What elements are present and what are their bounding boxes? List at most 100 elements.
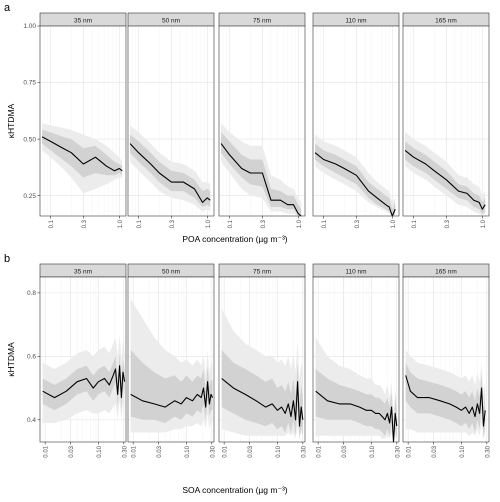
plot-border	[402, 25, 490, 217]
series-line	[130, 381, 214, 408]
plot-border	[218, 276, 306, 443]
facet: 165 nm 0.1 0.3 1.0	[402, 12, 490, 228]
x-tick-label: 0.10	[460, 445, 466, 457]
y-tick-label: 0.4	[27, 417, 36, 424]
x-tick-label: 0.01	[223, 445, 229, 457]
x-axis-title: POA concentration (µg m⁻³)	[182, 234, 287, 244]
facet-label: 75 nm	[253, 269, 271, 276]
y-axis-title: κHTDMA	[6, 103, 16, 138]
y-tick-label: 0.75	[23, 80, 36, 87]
facet: 165 nm 0.01 0.03 0.10 0.30	[402, 263, 491, 458]
x-tick-label: 0.3	[170, 219, 176, 228]
series-line	[405, 375, 486, 427]
x-tick-label: 0.30	[210, 445, 216, 457]
facet-label: 110 nm	[345, 18, 366, 25]
plot-border	[312, 25, 400, 217]
ribbon-inner	[221, 350, 303, 439]
facet: 35 nm 0.1 0.3 1.0 0.25 0.50 0.75 1.00	[23, 12, 127, 228]
y-axis-title: κHTDMA	[6, 342, 16, 377]
facet-label: 165 nm	[435, 18, 457, 25]
x-tick-label: 1.0	[118, 219, 124, 228]
x-tick-label: 0.30	[395, 445, 401, 457]
x-tick-label: 0.03	[157, 445, 163, 457]
y-tick-label: 0.50	[23, 136, 36, 143]
facet: 75 nm 0.01 0.03 0.10 0.30	[218, 263, 307, 458]
x-tick-label: 0.03	[69, 445, 75, 457]
y-tick-label: 0.25	[23, 193, 36, 200]
x-tick-label: 0.01	[44, 445, 50, 457]
x-tick-label: 0.1	[228, 219, 234, 228]
series-line	[220, 143, 302, 217]
x-tick-label: 0.03	[248, 445, 254, 457]
x-tick-label: 1.0	[481, 219, 487, 228]
x-tick-label: 0.10	[97, 445, 103, 457]
x-tick-label: 0.3	[355, 219, 361, 228]
facet-label: 50 nm	[162, 18, 180, 25]
facet: 75 nm 0.1 0.3 1.0	[218, 12, 306, 228]
plot-border	[127, 25, 215, 217]
x-tick-label: 0.3	[445, 219, 451, 228]
x-tick-label: 0.01	[132, 445, 138, 457]
plot-border	[39, 276, 127, 443]
x-tick-label: 0.01	[317, 445, 323, 457]
x-tick-label: 1.0	[297, 219, 303, 228]
x-tick-label: 1.0	[391, 219, 397, 228]
ribbon-inner	[315, 143, 396, 216]
facet-label: 165 nm	[435, 269, 457, 276]
panel-b: 35 nm 0.01 0.03 0.10 0.30 0.4 0.6 0.8 50 nm 0.01 0…	[6, 263, 491, 495]
ribbon-inner	[221, 132, 302, 216]
ribbon-inner	[42, 130, 123, 178]
x-tick-label: 0.1	[322, 219, 328, 228]
series-line	[42, 365, 126, 399]
x-tick-label: 0.30	[301, 445, 307, 457]
x-tick-label: 0.03	[342, 445, 348, 457]
x-tick-label: 0.01	[407, 445, 413, 457]
facet: 50 nm 0.01 0.03 0.10 0.30	[127, 263, 216, 458]
x-axis-title: SOA concentration (µg m⁻³)	[182, 485, 287, 495]
x-tick-label: 0.30	[485, 445, 491, 457]
x-tick-label: 0.1	[137, 219, 143, 228]
x-tick-label: 0.1	[49, 219, 55, 228]
x-tick-label: 0.10	[370, 445, 376, 457]
panel-tag-a: a	[4, 2, 11, 14]
facet-label: 110 nm	[345, 269, 366, 276]
panel-tag-b: b	[4, 253, 10, 265]
facet: 35 nm 0.01 0.03 0.10 0.30 0.4 0.6 0.8	[27, 263, 128, 458]
series-line	[314, 152, 396, 217]
facet: 110 nm 0.01 0.03 0.10 0.30	[312, 263, 401, 458]
series-line	[41, 136, 123, 172]
ribbon-inner	[405, 141, 486, 214]
x-tick-label: 1.0	[206, 219, 212, 228]
facet-label: 50 nm	[162, 269, 180, 276]
y-tick-label: 0.8	[27, 290, 36, 297]
facet: 50 nm 0.1 0.3 1.0	[127, 12, 215, 228]
plot-border	[312, 276, 400, 443]
x-tick-label: 0.30	[122, 445, 128, 457]
plot-border	[402, 276, 490, 443]
x-tick-label: 0.03	[432, 445, 438, 457]
series-line	[129, 143, 211, 203]
x-tick-label: 0.10	[185, 445, 191, 457]
panel-a: 35 nm 0.1 0.3 1.0 0.25 0.50 0.75 1.00 50 nm 0.1 0.…	[6, 12, 490, 244]
plot-border	[39, 25, 127, 217]
series-line	[221, 378, 304, 427]
ribbon-inner	[130, 350, 213, 423]
plot-border	[218, 25, 306, 217]
facet-label: 35 nm	[74, 269, 92, 276]
facet-label: 35 nm	[74, 18, 92, 25]
ribbon-inner	[405, 362, 486, 439]
x-tick-label: 0.3	[261, 219, 267, 228]
facet-label: 75 nm	[253, 18, 271, 25]
y-tick-label: 0.6	[27, 354, 36, 361]
x-tick-label: 0.1	[412, 219, 418, 228]
ribbon-inner	[42, 353, 125, 411]
ribbon-inner	[130, 134, 211, 207]
x-tick-label: 0.3	[82, 219, 88, 228]
facet: 110 nm 0.1 0.3 1.0	[312, 12, 400, 228]
series-line	[315, 390, 398, 443]
plot-border	[127, 276, 215, 443]
y-tick-label: 1.00	[23, 23, 36, 30]
series-line	[404, 149, 486, 210]
x-tick-label: 0.10	[276, 445, 282, 457]
